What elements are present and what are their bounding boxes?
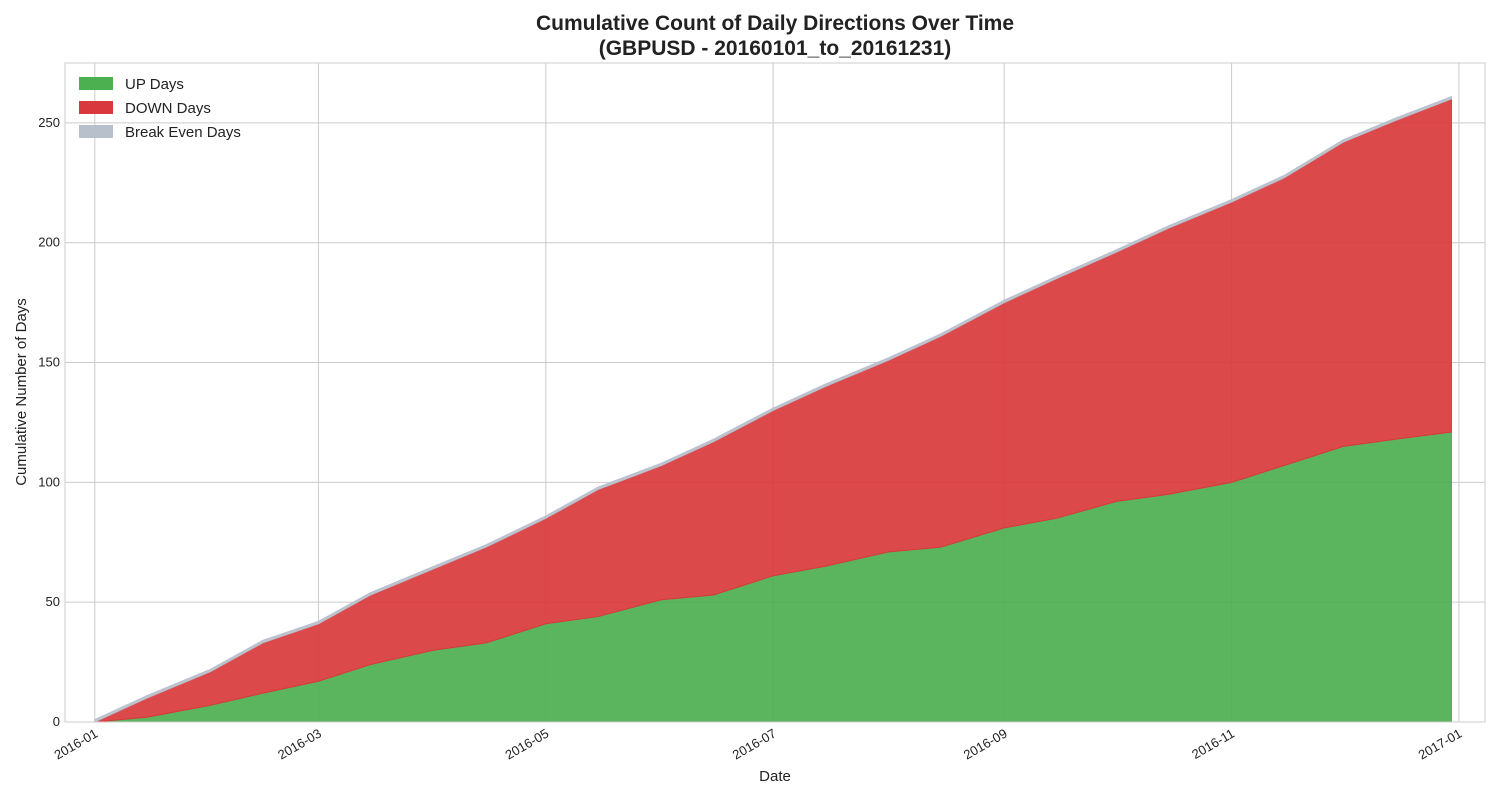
y-tick-label: 200 [38,235,60,250]
y-tick-labels: 0 50 100 150 200 250 [38,115,60,729]
legend-label-down-days: DOWN Days [125,100,211,117]
legend-label-break-even-days: Break Even Days [125,124,241,141]
x-tick-label: 2016-01 [51,726,100,763]
legend-swatch-break-even-days [79,125,113,138]
y-axis-label: Cumulative Number of Days [13,298,30,486]
x-tick-labels: 2016-01 2016-03 2016-05 2016-07 2016-09 2016-… [51,726,1464,763]
chart-subtitle: (GBPUSD - 20160101_to_20161231) [599,37,952,60]
area-break-even-days [94,95,1452,723]
y-tick-label: 50 [46,594,60,609]
legend-label-up-days: UP Days [125,76,184,93]
y-tick-label: 150 [38,355,60,370]
legend: UP Days DOWN Days Break Even Days [79,76,241,141]
x-axis-label: Date [759,768,791,785]
x-tick-label: 2016-03 [275,726,324,763]
legend-swatch-up-days [79,77,113,90]
x-tick-label: 2016-09 [961,726,1010,763]
x-tick-label: 2017-01 [1416,726,1465,763]
x-tick-label: 2016-07 [730,726,779,763]
plot-frame [64,62,1486,723]
chart-title: Cumulative Count of Daily Directions Ove… [536,12,1014,35]
y-tick-label: 250 [38,115,60,130]
stacked-areas [94,95,1452,723]
legend-swatch-down-days [79,101,113,114]
x-tick-label: 2016-05 [502,726,551,763]
y-tick-label: 100 [38,474,60,489]
x-tick-label: 2016-11 [1189,726,1237,762]
y-tick-label: 0 [53,714,60,729]
